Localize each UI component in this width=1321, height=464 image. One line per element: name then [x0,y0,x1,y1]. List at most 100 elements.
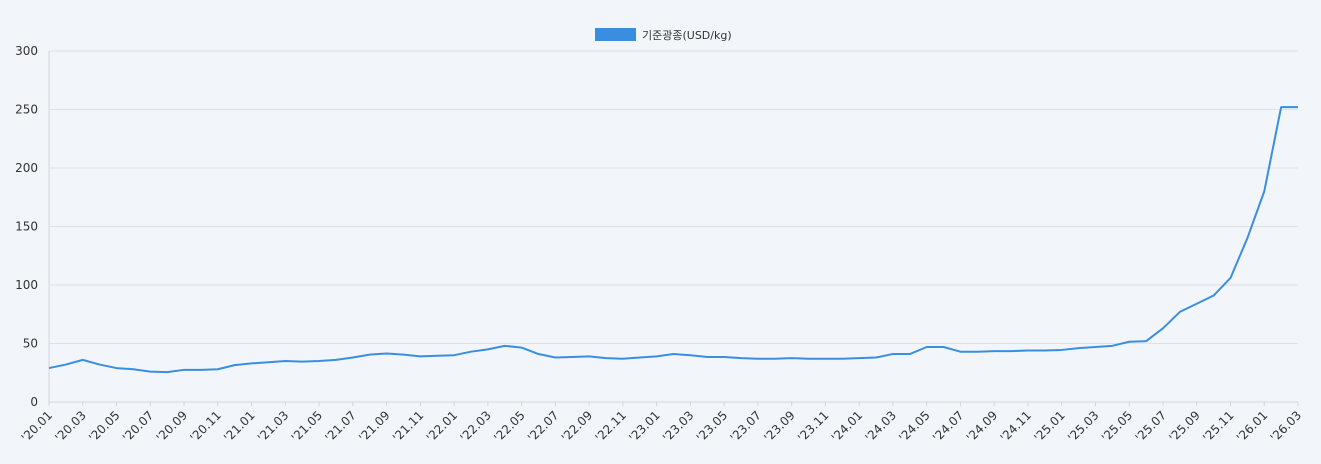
data-point[interactable] [671,351,677,357]
y-axis: 0 50 100 150 200 250 300 [15,44,50,409]
x-tick-label: '23.11 [795,408,832,445]
data-point[interactable] [907,351,913,357]
data-point[interactable] [400,352,406,358]
data-point[interactable] [164,369,170,375]
data-point[interactable] [299,359,305,365]
x-tick-label: '22.01 [424,408,461,445]
data-point[interactable] [1076,345,1082,351]
x-tick-label: '25.05 [1099,408,1136,445]
data-point[interactable] [1278,104,1284,110]
data-point[interactable] [755,356,761,362]
data-point[interactable] [1109,343,1115,349]
data-point[interactable] [704,354,710,360]
x-tick-label: '21.05 [289,408,326,445]
data-point[interactable] [181,367,187,373]
data-point[interactable] [1143,338,1149,344]
data-point[interactable] [282,358,288,364]
data-point[interactable] [1092,344,1098,350]
data-point[interactable] [1194,301,1200,307]
data-point[interactable] [80,357,86,363]
data-point[interactable] [552,355,558,361]
data-point[interactable] [772,356,778,362]
legend-swatch [595,28,636,41]
data-point[interactable] [924,344,930,350]
data-point[interactable] [1008,348,1014,354]
data-point[interactable] [198,367,204,373]
data-point[interactable] [957,349,963,355]
legend-label: 기준광종(USD/kg) [642,29,732,42]
data-point[interactable] [637,355,643,361]
data-point[interactable] [620,356,626,362]
x-tick-label: '24.07 [930,408,967,445]
y-tick-label: 250 [15,103,38,117]
data-point[interactable] [434,353,440,359]
x-tick-label: '20.09 [154,408,191,445]
data-point[interactable] [1042,348,1048,354]
data-point[interactable] [873,355,879,361]
data-point[interactable] [333,357,339,363]
data-point[interactable] [130,366,136,372]
data-point[interactable] [1160,325,1166,331]
data-point[interactable] [114,365,120,371]
data-point[interactable] [1244,235,1250,241]
data-point[interactable] [468,349,474,355]
data-point[interactable] [839,356,845,362]
x-tick-label: '22.09 [559,408,596,445]
x-tick-label: '23.05 [694,408,731,445]
data-point[interactable] [519,345,525,351]
data-point[interactable] [941,344,947,350]
data-point[interactable] [485,346,491,352]
y-tick-label: 50 [23,337,38,351]
data-point[interactable] [249,360,255,366]
data-point[interactable] [603,355,609,361]
x-tick-label: '21.03 [255,408,292,445]
data-point[interactable] [232,362,238,368]
x-tick-label: '24.09 [964,408,1001,445]
grid [49,50,1298,403]
data-point[interactable] [991,348,997,354]
data-point[interactable] [738,355,744,361]
data-point[interactable] [535,351,541,357]
data-point[interactable] [1126,339,1132,345]
data-point[interactable] [1025,348,1031,354]
data-point[interactable] [451,352,457,358]
data-point[interactable] [974,349,980,355]
data-point[interactable] [1261,188,1267,194]
data-point[interactable] [654,353,660,359]
x-tick-label: '24.05 [896,408,933,445]
data-point[interactable] [367,352,373,358]
data-point[interactable] [1211,293,1217,299]
data-point[interactable] [856,355,862,361]
y-tick-label: 100 [15,278,38,292]
data-point[interactable] [789,355,795,361]
data-point[interactable] [569,354,575,360]
data-point[interactable] [1295,104,1301,110]
x-tick-label: '24.03 [863,408,900,445]
data-point[interactable] [417,353,423,359]
x-tick-label: '22.05 [491,408,528,445]
data-point[interactable] [586,353,592,359]
x-tick-label: '25.11 [1200,408,1237,445]
data-point[interactable] [63,362,69,368]
data-point[interactable] [890,351,896,357]
data-point[interactable] [687,352,693,358]
data-point[interactable] [97,362,103,368]
data-point[interactable] [46,365,52,371]
data-point[interactable] [721,354,727,360]
data-point[interactable] [822,356,828,362]
data-point[interactable] [806,356,812,362]
x-tick-label: '23.07 [727,408,764,445]
x-tick-label: '25.01 [1031,408,1068,445]
data-point[interactable] [502,343,508,349]
data-point[interactable] [384,350,390,356]
data-point[interactable] [215,366,221,372]
data-point[interactable] [1059,347,1065,353]
data-point[interactable] [265,359,271,365]
data-point[interactable] [316,358,322,364]
data-point[interactable] [1227,275,1233,281]
data-point[interactable] [350,355,356,361]
legend[interactable]: 기준광종(USD/kg) [595,28,732,42]
x-tick-label: '21.07 [322,408,359,445]
data-point[interactable] [147,369,153,375]
data-point[interactable] [1177,309,1183,315]
